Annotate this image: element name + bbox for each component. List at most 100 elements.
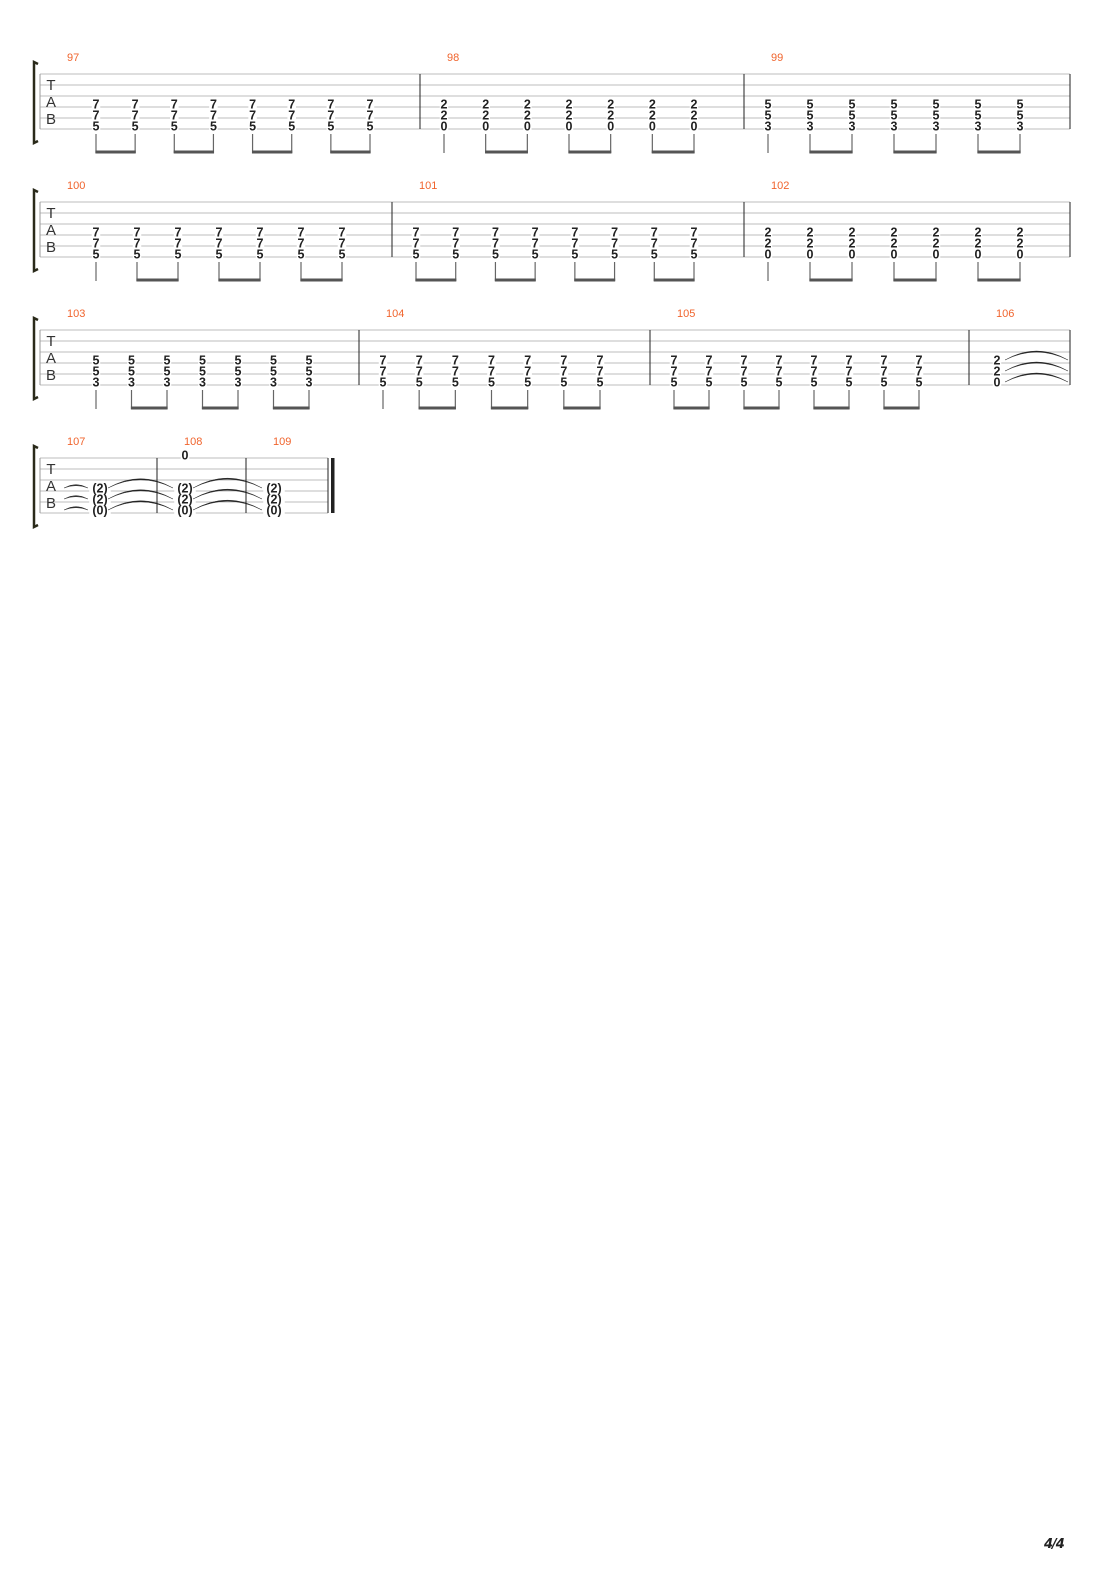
note-background <box>914 377 924 387</box>
beat: 220 <box>439 98 449 153</box>
fret-number: 5 <box>611 248 618 262</box>
fret-number: 5 <box>235 354 242 368</box>
note-background <box>973 227 983 237</box>
note-background <box>570 238 580 248</box>
note-background <box>91 121 101 131</box>
beat: 775 <box>130 98 140 153</box>
fret-number: 5 <box>671 376 678 390</box>
note-background <box>610 238 619 248</box>
fret-number: 7 <box>488 354 495 368</box>
fret-number: 7 <box>93 109 100 123</box>
note-background <box>91 366 101 376</box>
note-background <box>650 227 659 237</box>
beat: 775 <box>559 354 569 409</box>
beat: 775 <box>739 354 749 409</box>
note-background <box>91 110 101 120</box>
note-background <box>91 238 101 248</box>
note-background <box>879 366 889 376</box>
note-background <box>127 355 136 365</box>
note-background <box>805 238 815 248</box>
fret-number: 3 <box>1017 120 1024 134</box>
fret-number: 5 <box>891 98 898 112</box>
fret-number: 5 <box>741 376 748 390</box>
note-background <box>610 227 619 237</box>
fret-number: 7 <box>741 354 748 368</box>
fret-number: 3 <box>807 120 814 134</box>
beat: 220 <box>763 226 773 281</box>
note-background <box>1015 110 1025 120</box>
note-background <box>847 110 857 120</box>
note-background <box>214 238 224 248</box>
fret-number: 0 <box>566 120 573 134</box>
note-background <box>411 238 421 248</box>
note-background <box>414 377 424 387</box>
measure-number: 106 <box>996 308 1014 320</box>
note-background <box>973 110 983 120</box>
beam <box>201 406 239 410</box>
fret-number: 2 <box>933 237 940 251</box>
fret-number: 7 <box>741 365 748 379</box>
tie-arc <box>192 500 263 511</box>
fret-number: 7 <box>339 237 346 251</box>
fret-number: 2 <box>891 237 898 251</box>
fret-number: 7 <box>706 354 713 368</box>
note-background <box>132 249 142 259</box>
note-background <box>198 355 207 365</box>
note-background <box>414 366 424 376</box>
fret-number: 2 <box>441 98 448 112</box>
fret-number: (2) <box>177 482 192 496</box>
fret-number: 7 <box>846 365 853 379</box>
fret-number: 5 <box>134 248 141 262</box>
note-background <box>89 494 111 504</box>
note-background <box>844 366 854 376</box>
note-background <box>689 99 699 109</box>
fret-number: 3 <box>306 376 313 390</box>
fret-number: 7 <box>93 98 100 112</box>
note-background <box>889 249 899 259</box>
tab-system: TAB1007757757757757757757751017757757757… <box>32 180 1071 282</box>
note-background <box>174 505 196 515</box>
note-background <box>233 355 243 365</box>
note-background <box>130 99 140 109</box>
note-background <box>739 355 749 365</box>
fret-number: 7 <box>327 109 334 123</box>
fret-number: 7 <box>452 237 459 251</box>
tie-arc <box>1004 361 1069 372</box>
note-background <box>130 121 140 131</box>
beat: 0(2)(2)(0) <box>174 449 196 518</box>
note-background <box>414 355 424 365</box>
measure-number: 109 <box>273 436 291 448</box>
beat: 553 <box>805 98 815 153</box>
fret-number: 7 <box>210 98 217 112</box>
beat: (2)(2)(0) <box>89 482 111 518</box>
note-background <box>595 355 605 365</box>
note-background <box>337 227 347 237</box>
note-background <box>650 238 659 248</box>
fret-number: 7 <box>492 226 499 240</box>
fret-number: 5 <box>492 248 499 262</box>
fret-number: 7 <box>524 365 531 379</box>
final-barline <box>331 458 335 513</box>
beam <box>893 278 937 282</box>
beat: 553 <box>269 354 278 409</box>
fret-number: 5 <box>380 376 387 390</box>
note-background <box>847 238 857 248</box>
fret-number: 7 <box>611 226 618 240</box>
fret-number: 2 <box>482 98 489 112</box>
note-background <box>487 366 496 376</box>
beam <box>651 150 695 154</box>
note-background <box>162 377 172 387</box>
beam <box>809 150 853 154</box>
measure-number: 100 <box>67 180 85 192</box>
note-background <box>739 366 749 376</box>
note-background <box>523 377 532 387</box>
fret-number: 0 <box>849 248 856 262</box>
beat: 220 <box>606 98 615 153</box>
fret-number: 5 <box>846 376 853 390</box>
fret-number: 7 <box>413 226 420 240</box>
fret-number: 7 <box>171 109 178 123</box>
beat: 775 <box>650 226 659 281</box>
note-background <box>704 366 714 376</box>
